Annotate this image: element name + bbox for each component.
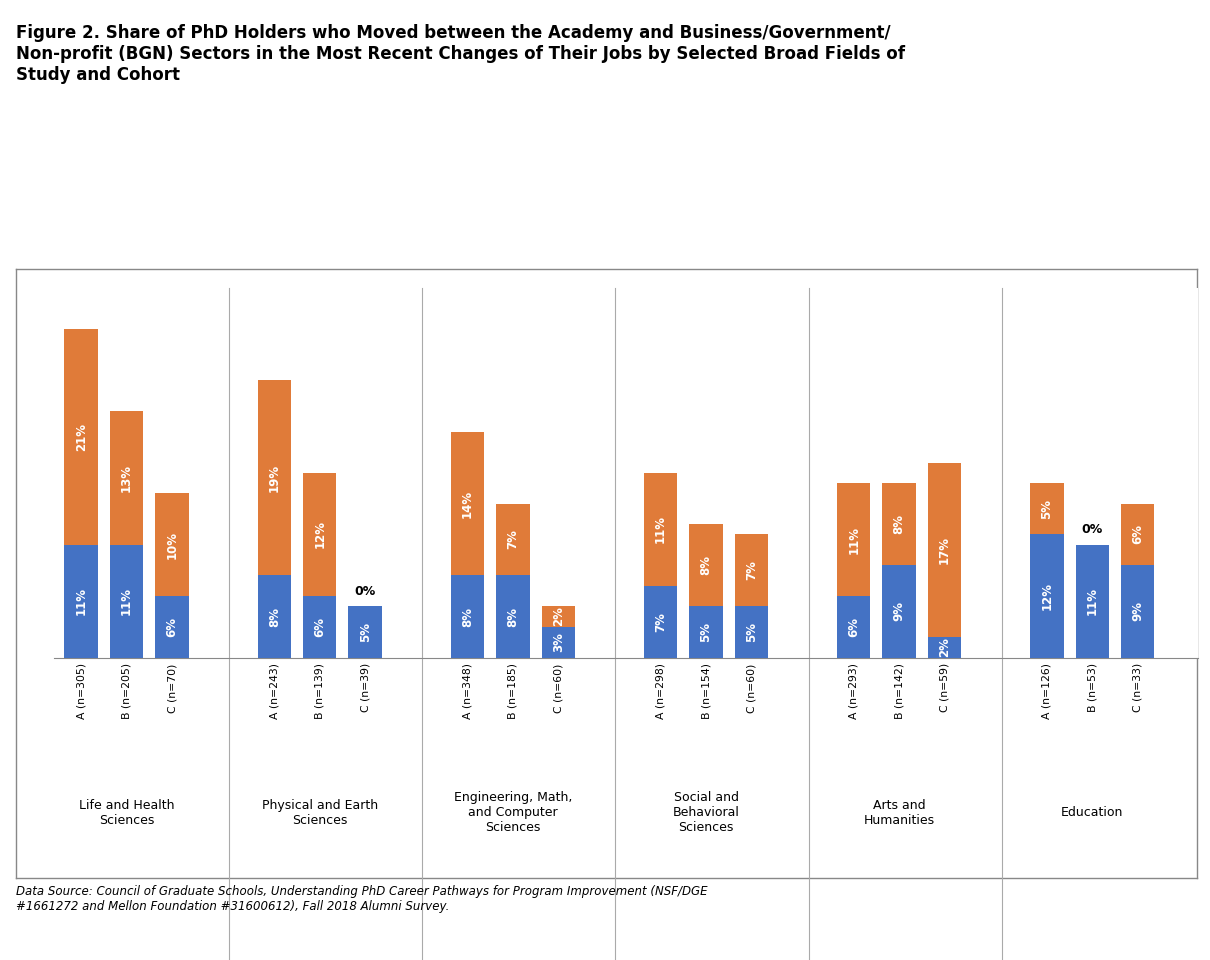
Text: 8%: 8% (461, 607, 474, 627)
Bar (542, 627, 575, 658)
Text: Education: Education (1061, 806, 1124, 820)
Text: 0%: 0% (355, 585, 376, 598)
Bar (155, 596, 189, 658)
Bar (110, 544, 143, 658)
Text: 21%: 21% (75, 422, 87, 451)
Bar (882, 483, 916, 565)
Bar (644, 473, 678, 586)
Bar (542, 607, 575, 627)
Bar (348, 607, 382, 658)
Bar (110, 411, 143, 544)
Text: 2%: 2% (552, 607, 565, 627)
Text: 12%: 12% (313, 520, 327, 548)
Bar (928, 637, 961, 658)
Text: 13%: 13% (120, 464, 133, 492)
Text: Engineering, Math,
and Computer
Sciences: Engineering, Math, and Computer Sciences (454, 791, 572, 834)
Text: 8%: 8% (893, 515, 905, 534)
Bar (496, 575, 530, 658)
Bar (496, 504, 530, 575)
Text: 11%: 11% (655, 516, 667, 543)
Bar (1030, 483, 1064, 535)
Bar (1076, 544, 1110, 658)
Bar (837, 596, 870, 658)
Text: Data Source: Council of Graduate Schools, Understanding PhD Career Pathways for : Data Source: Council of Graduate Schools… (16, 885, 707, 913)
Bar (690, 607, 722, 658)
Bar (644, 586, 678, 658)
Bar (302, 596, 336, 658)
Text: 9%: 9% (1131, 601, 1145, 621)
Text: 11%: 11% (847, 525, 860, 554)
Text: 6%: 6% (313, 617, 327, 636)
Bar (1030, 535, 1064, 658)
Bar (882, 565, 916, 658)
Text: 6%: 6% (1131, 524, 1145, 544)
Text: 5%: 5% (699, 622, 713, 642)
Bar (1120, 504, 1154, 565)
Text: 5%: 5% (1041, 499, 1054, 518)
Bar (1120, 565, 1154, 658)
Text: 17%: 17% (938, 536, 951, 564)
Text: 0%: 0% (1082, 523, 1104, 537)
Text: 19%: 19% (267, 464, 281, 492)
Bar (258, 380, 292, 575)
Text: 11%: 11% (120, 588, 133, 615)
Text: 12%: 12% (1041, 582, 1054, 610)
Text: 11%: 11% (75, 588, 87, 615)
Bar (302, 472, 336, 596)
Text: 7%: 7% (745, 561, 757, 580)
Bar (155, 493, 189, 596)
Text: 3%: 3% (552, 633, 565, 652)
Bar (928, 463, 961, 637)
Text: 7%: 7% (507, 530, 519, 549)
Bar (64, 329, 98, 544)
Text: 2%: 2% (938, 637, 951, 658)
Text: 11%: 11% (1085, 588, 1099, 615)
Text: 5%: 5% (745, 622, 757, 642)
Text: Figure 2. Share of PhD Holders who Moved between the Academy and Business/Govern: Figure 2. Share of PhD Holders who Moved… (16, 24, 905, 84)
Bar (64, 544, 98, 658)
Text: 6%: 6% (166, 617, 179, 636)
Bar (451, 432, 484, 575)
Bar (258, 575, 292, 658)
Text: 6%: 6% (847, 617, 860, 636)
Text: 8%: 8% (699, 555, 713, 575)
Text: 10%: 10% (166, 531, 179, 559)
Text: 5%: 5% (358, 622, 371, 642)
Text: 9%: 9% (893, 601, 905, 621)
Text: 14%: 14% (461, 490, 474, 517)
Text: Social and
Behavioral
Sciences: Social and Behavioral Sciences (673, 791, 739, 834)
Bar (690, 524, 722, 607)
Text: 8%: 8% (267, 607, 281, 627)
Bar (837, 483, 870, 596)
Text: Arts and
Humanities: Arts and Humanities (864, 799, 935, 827)
Bar (451, 575, 484, 658)
Bar (734, 535, 768, 607)
Text: 8%: 8% (507, 607, 519, 627)
Text: Physical and Earth
Sciences: Physical and Earth Sciences (261, 799, 378, 827)
Bar (734, 607, 768, 658)
Text: Life and Health
Sciences: Life and Health Sciences (79, 799, 174, 827)
Text: 7%: 7% (655, 612, 667, 632)
